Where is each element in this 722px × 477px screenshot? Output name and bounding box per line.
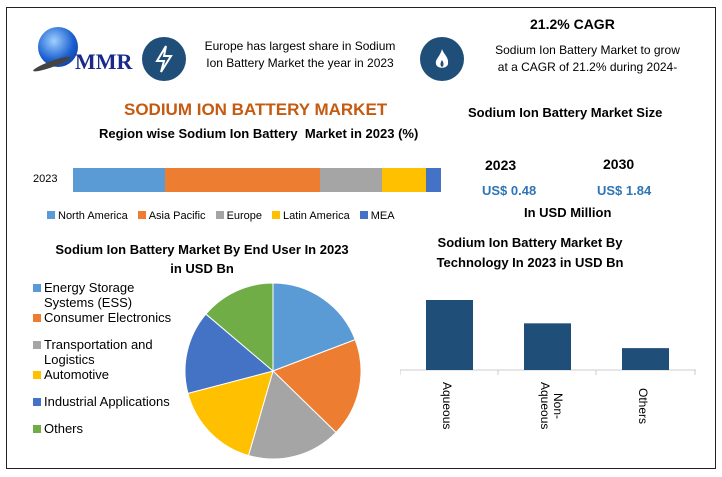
mmr-logo: MMR <box>30 25 135 75</box>
pie-legend-item: Transportation and Logistics <box>33 337 193 367</box>
legend-swatch <box>33 425 41 433</box>
pie-legend-item: Industrial Applications <box>33 394 193 409</box>
legend-label: Consumer Electronics <box>44 310 172 325</box>
bar-segment-mea <box>426 168 441 192</box>
legend-item: Europe <box>215 210 263 222</box>
cagr-title: 21.2% CAGR <box>530 16 615 32</box>
main-title: SODIUM ION BATTERY MARKET <box>124 100 388 119</box>
tech-category-label: Aqueous <box>440 382 454 430</box>
pie-slice-energy-storage-systems-ess- <box>272 282 356 372</box>
cagr-line2: at a CAGR of 21.2% during 2024- <box>497 60 678 74</box>
info1-line1: Europe has largest share in Sodium <box>204 39 396 53</box>
legend-swatch <box>215 211 224 219</box>
legend-label: MEA <box>370 210 395 222</box>
bar-segment-europe <box>319 168 383 192</box>
legend-item: North America <box>47 210 128 222</box>
bar-segment-latin-america <box>382 168 427 192</box>
legend-label: Europe <box>226 210 263 222</box>
region-legend: North America Asia Pacific Europe Latin Ame… <box>47 210 395 222</box>
value-2023: US$ 0.48 <box>482 183 537 198</box>
legend-item: Asia Pacific <box>137 210 206 222</box>
bar-segment-asia-pacific <box>165 168 320 192</box>
pie-legend-item: Others <box>33 421 193 436</box>
legend-label: Others <box>44 421 84 436</box>
legend-swatch <box>33 314 41 322</box>
legend-item: MEA <box>359 210 395 222</box>
region-category-label: 2023 <box>33 173 58 185</box>
pie-slice-transportation-and-logistics <box>247 370 337 460</box>
pie-chart-title: Sodium Ion Battery Market By End User In… <box>55 242 349 276</box>
bar-others <box>622 348 669 370</box>
legend-label: Energy Storage Systems (ESS) <box>44 280 135 310</box>
legend-label: Asia Pacific <box>148 210 206 222</box>
pie-legend: Energy Storage Systems (ESS) Consumer Elec… <box>33 280 193 436</box>
pie-legend-item: Consumer Electronics <box>33 310 193 325</box>
legend-swatch <box>137 211 146 219</box>
pie-legend-item: Energy Storage Systems (ESS) <box>33 280 193 310</box>
year-2023: 2023 <box>485 157 517 173</box>
year-2030: 2030 <box>603 156 635 172</box>
unit-label: In USD Million <box>524 205 612 220</box>
pie-slice-others <box>205 282 274 373</box>
cagr-line1: Sodium Ion Battery Market to grow <box>495 43 680 57</box>
bar-non-aqueous <box>524 323 571 370</box>
pie-slice-automotive <box>187 370 274 457</box>
bar-aqueous <box>426 300 473 370</box>
market-size-title: Sodium Ion Battery Market Size <box>468 105 663 120</box>
legend-label: Industrial Applications <box>44 394 170 409</box>
info1-line2: Ion Battery Market the year in 2023 <box>206 56 394 70</box>
bar-segment-north-america <box>73 168 165 192</box>
tech-category-label: Others <box>636 387 650 424</box>
lightning-icon <box>142 37 186 81</box>
infographic-frame <box>6 7 716 469</box>
legend-item: Latin America <box>272 210 350 222</box>
legend-label: Transportation and Logistics <box>44 337 153 367</box>
legend-label: Automotive <box>44 367 110 382</box>
logo-text: MMR <box>75 49 133 74</box>
legend-swatch <box>33 341 41 349</box>
tech-chart-title: Sodium Ion Battery Market By Technology … <box>436 235 624 270</box>
legend-swatch <box>33 284 41 292</box>
flame-icon <box>420 37 464 81</box>
region-chart-title: Region wise Sodium Ion Battery Market in… <box>99 126 419 141</box>
tech-bar-chart <box>400 300 696 375</box>
tech-category-label: Non- Aqueous <box>538 382 565 430</box>
pie-chart <box>184 282 362 460</box>
legend-swatch <box>359 211 368 219</box>
legend-swatch <box>33 398 41 406</box>
pie-slice-consumer-electronics <box>272 338 362 434</box>
legend-swatch <box>33 371 41 379</box>
region-stacked-bar <box>73 168 441 192</box>
legend-label: Latin America <box>283 210 350 222</box>
value-2030: US$ 1.84 <box>597 183 652 198</box>
pie-legend-item: Automotive <box>33 367 193 382</box>
pie-slice-industrial-applications <box>184 313 275 395</box>
legend-swatch <box>272 211 281 219</box>
legend-label: North America <box>58 210 128 222</box>
legend-swatch <box>47 211 55 219</box>
